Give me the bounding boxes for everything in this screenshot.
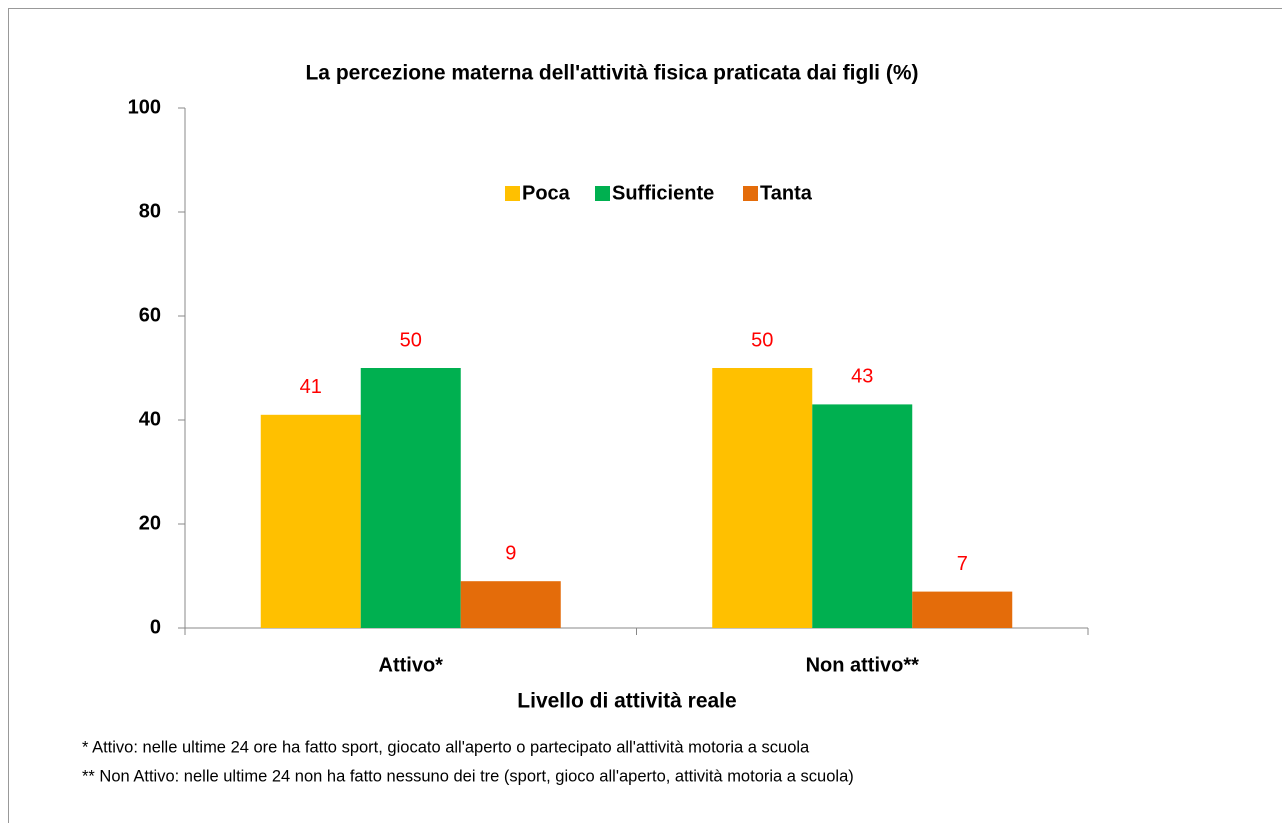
x-tick-label: Attivo* [379,654,444,676]
bar [361,368,461,628]
bar [812,404,912,628]
legend-swatch [743,186,758,201]
footnote: * Attivo: nelle ultime 24 ore ha fatto s… [82,738,810,756]
data-label: 41 [300,376,322,398]
legend-swatch [505,186,520,201]
chart-title: La percezione materna dell'attività fisi… [305,62,918,85]
y-tick-label: 100 [128,96,161,118]
y-tick-label: 60 [139,304,161,326]
bar [261,415,361,628]
x-tick-label: Non attivo** [806,654,920,676]
bar [912,592,1012,628]
legend-label: Sufficiente [612,182,714,204]
legend-label: Tanta [760,182,813,204]
footnote: ** Non Attivo: nelle ultime 24 non ha fa… [82,767,854,785]
data-label: 9 [505,542,516,564]
y-tick-label: 40 [139,408,161,430]
y-tick-label: 20 [139,512,161,534]
data-label: 43 [851,366,873,388]
y-tick-label: 80 [139,200,161,222]
bar [461,581,561,628]
legend-swatch [595,186,610,201]
data-label: 50 [751,329,773,351]
x-axis-label: Livello di attività reale [517,690,736,713]
legend-label: Poca [522,182,571,204]
y-tick-label: 0 [150,616,161,638]
data-label: 50 [400,329,422,351]
data-label: 7 [957,553,968,575]
bar [712,368,812,628]
